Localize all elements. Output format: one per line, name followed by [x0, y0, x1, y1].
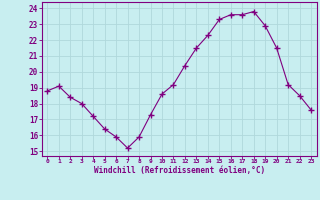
X-axis label: Windchill (Refroidissement éolien,°C): Windchill (Refroidissement éolien,°C)	[94, 166, 265, 175]
